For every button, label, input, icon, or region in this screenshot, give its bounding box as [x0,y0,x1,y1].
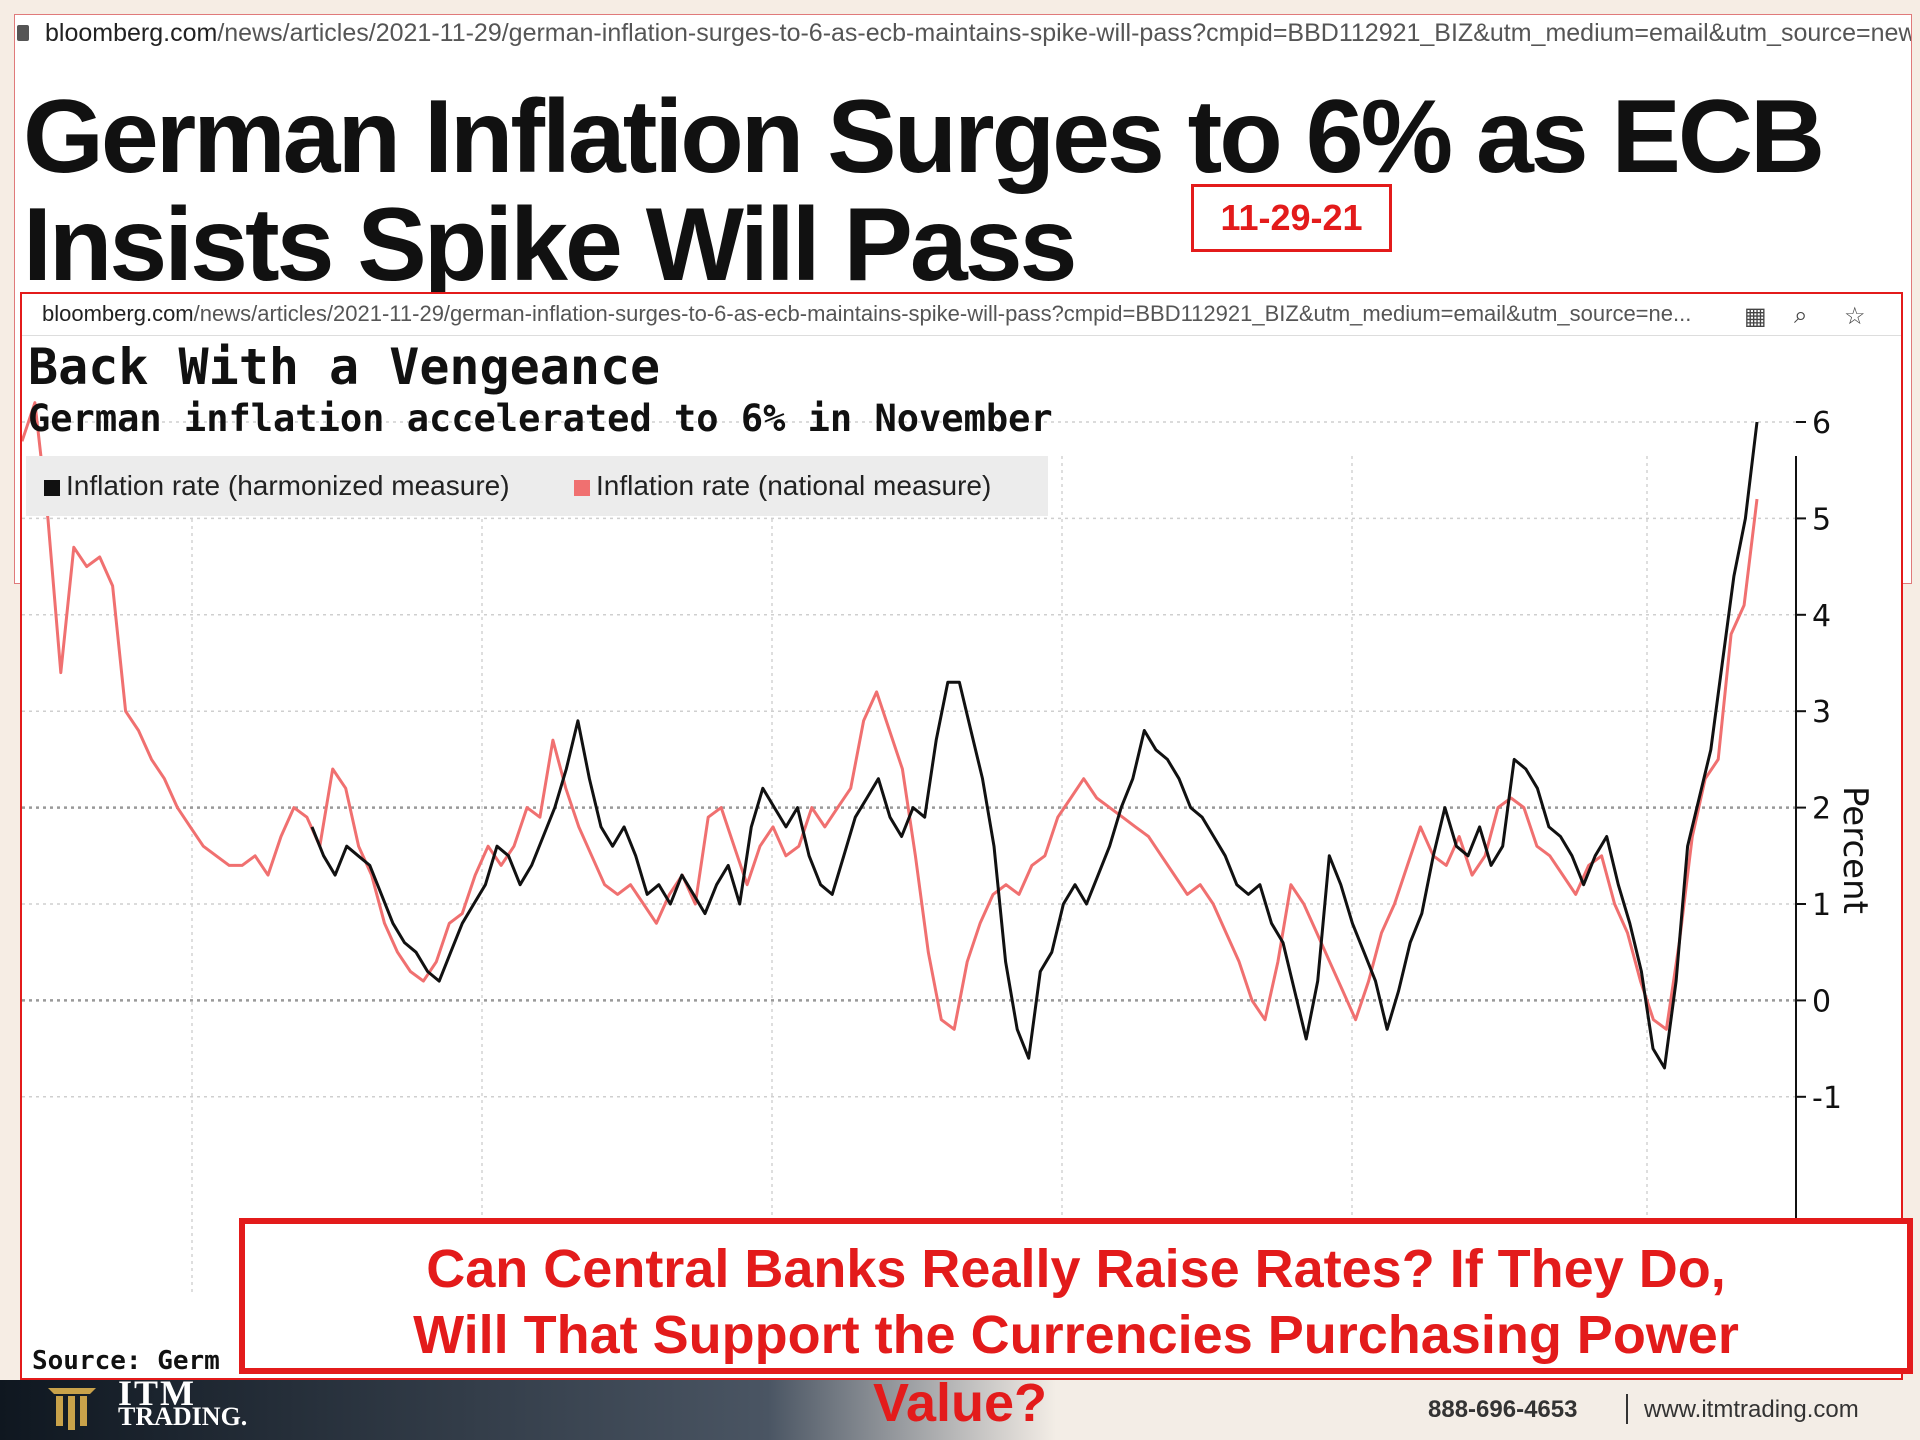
y-tick-label: 6 [1812,406,1831,441]
phone-number: 888-696-4653 [1428,1396,1578,1423]
legend-label-national: Inflation rate (national measure) [596,470,992,501]
date-stamp: 11-29-21 [1191,184,1392,252]
url-path: /news/articles/2021-11-29/german-inflati… [217,19,1911,47]
inflation-chart: -1 0 1 2 3 4 5 6 Percent [22,401,1875,1294]
legend-swatch-national [574,479,590,496]
lock-icon [17,25,29,41]
footer-divider [1626,1394,1628,1424]
y-tick-label: 5 [1812,502,1831,537]
y-tick-label: -1 [1812,1081,1842,1116]
article-headline: German Inflation Surges to 6% as ECB Ins… [23,79,1825,303]
brand-name: ITM [118,1373,196,1413]
y-tick-label: 4 [1812,599,1831,634]
url-path-secondary: /news/articles/2021-11-29/german-inflati… [193,301,1692,326]
caption-box: Can Central Banks Really Raise Rates? If… [239,1218,1913,1374]
legend-swatch-harmonized [44,479,60,496]
website-link[interactable]: www.itmtrading.com [1644,1396,1859,1423]
caption-line-3: Value? [872,1373,1048,1433]
itm-logo-icon [48,1388,96,1430]
series-line-harmonized [310,421,1759,1070]
legend-item-national: Inflation rate (national measure) [574,470,991,502]
legend-item-harmonized: Inflation rate (harmonized measure) [44,470,510,502]
y-tick-label: 3 [1812,695,1831,730]
y-tick-label: 0 [1812,984,1831,1019]
y-axis-label: Percent [1835,786,1875,914]
chart-subtitle: German inflation accelerated to 6% in No… [28,397,1053,440]
url-host-secondary: bloomberg.com [42,301,194,326]
caption-text: Can Central Banks Really Raise Rates? If… [245,1236,1907,1368]
series-line-national [22,401,1759,1031]
footer-bar: ITM TRADING. 888-696-4653 www.itmtrading… [0,1373,1920,1440]
star-icon[interactable]: ☆ [1844,303,1866,330]
address-bar[interactable]: bloomberg.com/news/articles/2021-11-29/g… [15,15,1911,55]
caption-line-1: Can Central Banks Really Raise Rates? If… [426,1239,1726,1299]
chart-screenshot: -1 0 1 2 3 4 5 6 Percent bloomberg.com/news/arti… [20,292,1903,1380]
y-tick-label: 2 [1812,792,1831,827]
chart-legend: Inflation rate (harmonized measure) Infl… [26,456,1048,516]
legend-label-harmonized: Inflation rate (harmonized measure) [66,470,510,501]
chart-source: Source: Germ [32,1346,220,1376]
qr-code-icon[interactable]: ▦ [1744,303,1767,330]
y-tick-label: 1 [1812,888,1831,923]
address-bar-secondary[interactable]: bloomberg.com/news/articles/2021-11-29/g… [22,294,1901,336]
zoom-icon[interactable]: ⌕ [1794,302,1808,329]
caption-line-2: Will That Support the Currencies Purchas… [413,1305,1739,1365]
url-host: bloomberg.com [45,19,218,47]
brand-subname: TRADING. [118,1402,248,1431]
chart-title: Back With a Vengeance [28,338,661,396]
